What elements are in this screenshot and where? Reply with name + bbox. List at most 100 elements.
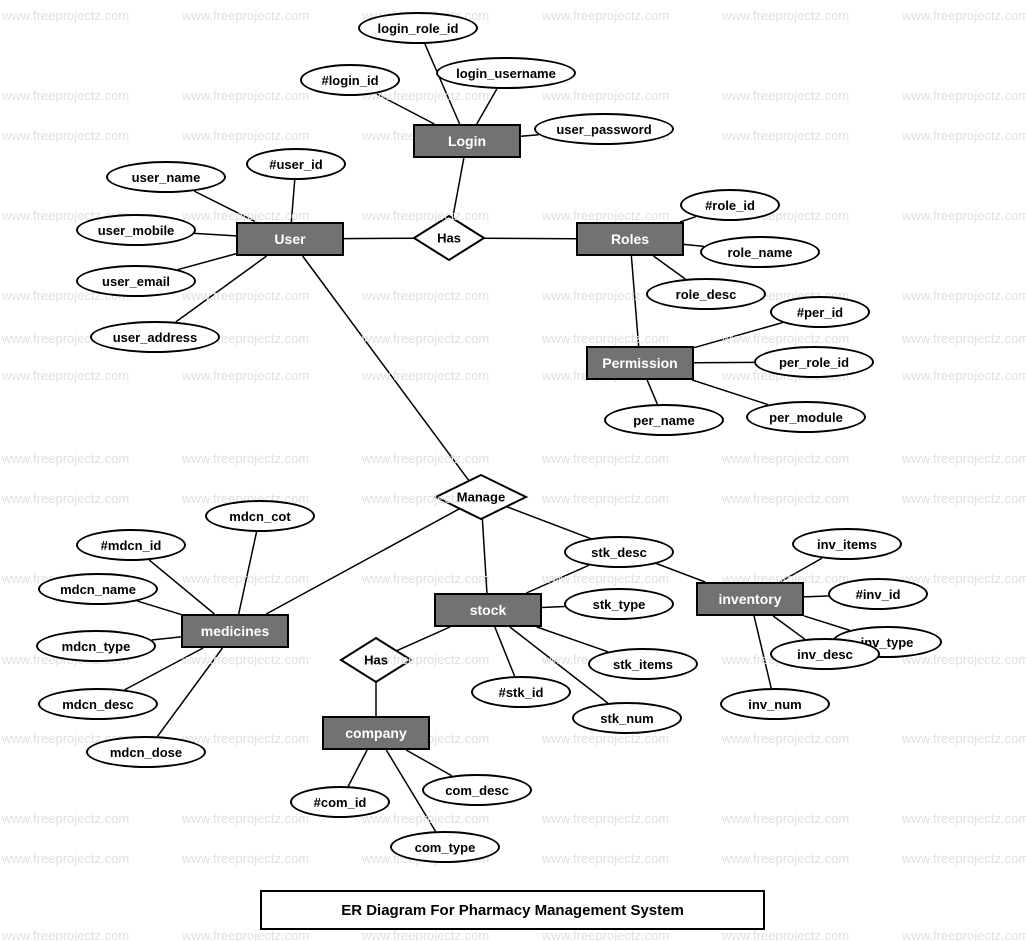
edge-login-login_username [477,89,497,124]
watermark: www.freeprojectz.com [2,491,129,506]
edge-user-user_email [178,254,236,270]
attr-label: stk_num [600,711,653,726]
watermark: www.freeprojectz.com [182,8,309,23]
attr-label: mdcn_dose [110,745,182,760]
attr-com_id: #com_id [290,786,390,818]
entity-inventory: inventory [696,582,804,616]
watermark: www.freeprojectz.com [722,8,849,23]
attr-label: #com_id [314,795,367,810]
watermark: www.freeprojectz.com [362,208,489,223]
watermark: www.freeprojectz.com [722,451,849,466]
edge-user-user_name [194,191,256,222]
entity-permission: Permission [586,346,694,380]
watermark: www.freeprojectz.com [362,571,489,586]
attr-inv_desc: inv_desc [770,638,880,670]
watermark: www.freeprojectz.com [902,451,1026,466]
attr-label: user_email [102,274,170,289]
watermark: www.freeprojectz.com [722,811,849,826]
attr-label: per_name [633,413,694,428]
attr-label: mdcn_name [60,582,136,597]
watermark: www.freeprojectz.com [2,128,129,143]
attr-label: #stk_id [499,685,544,700]
attr-label: mdcn_type [62,639,131,654]
watermark: www.freeprojectz.com [362,368,489,383]
attr-com_type: com_type [390,831,500,863]
entity-label: Permission [602,355,677,371]
edge-inventory-inv_type [804,616,850,630]
diagram-title: ER Diagram For Pharmacy Management Syste… [260,890,765,930]
watermark: www.freeprojectz.com [542,8,669,23]
entity-label: Login [448,133,486,149]
edge-manage-stock [482,518,487,593]
watermark: www.freeprojectz.com [542,491,669,506]
attr-role_desc: role_desc [646,278,766,310]
attr-label: role_name [727,245,792,260]
edge-roles-role_desc [653,256,685,279]
relationship-label-text: Manage [457,490,505,505]
attr-label: per_role_id [779,355,849,370]
attr-user_address: user_address [90,321,220,353]
edge-login-has_top [453,158,464,218]
attr-label: inv_items [817,537,877,552]
watermark: www.freeprojectz.com [182,288,309,303]
watermark: www.freeprojectz.com [362,451,489,466]
edge-roles-role_name [684,244,704,246]
attr-user_name: user_name [106,161,226,193]
attr-label: com_desc [445,783,509,798]
edge-user-user_address [176,256,267,322]
watermark: www.freeprojectz.com [902,928,1026,941]
entity-medicines: medicines [181,614,289,648]
attr-role_id: #role_id [680,189,780,221]
attr-label: stk_desc [591,545,647,560]
edge-stock-stk_items [537,627,608,652]
watermark: www.freeprojectz.com [542,88,669,103]
attr-label: user_name [132,170,201,185]
edge-medicines-mdcn_dose [158,648,223,736]
er-diagram-canvas: ER Diagram For Pharmacy Management Syste… [0,0,1026,941]
attr-inv_num: inv_num [720,688,830,720]
attr-stk_type: stk_type [564,588,674,620]
edge-permission-per_module [692,380,768,405]
watermark: www.freeprojectz.com [722,128,849,143]
edge-inventory-inv_desc [773,616,805,639]
attr-mdcn_dose: mdcn_dose [86,736,206,768]
edge-stock-stk_type [542,606,565,607]
edge-company-com_id [348,750,367,786]
attr-label: #per_id [797,305,843,320]
entity-label: User [274,231,305,247]
attr-label: com_type [415,840,476,855]
attr-label: stk_type [593,597,646,612]
attr-stk_desc: stk_desc [564,536,674,568]
attr-label: #mdcn_id [101,538,162,553]
attr-mdcn_name: mdcn_name [38,573,158,605]
watermark: www.freeprojectz.com [902,491,1026,506]
watermark: www.freeprojectz.com [182,811,309,826]
attr-label: #login_id [321,73,378,88]
watermark: www.freeprojectz.com [902,208,1026,223]
entity-roles: Roles [576,222,684,256]
edge-login-user_password [521,135,539,137]
watermark: www.freeprojectz.com [542,811,669,826]
attr-per_module: per_module [746,401,866,433]
watermark: www.freeprojectz.com [2,851,129,866]
watermark: www.freeprojectz.com [2,88,129,103]
watermark: www.freeprojectz.com [542,731,669,746]
diagram-title-text: ER Diagram For Pharmacy Management Syste… [341,902,684,919]
edge-user-manage [303,256,469,481]
attr-login_username: login_username [436,57,576,89]
edge-permission-per_id [694,323,783,348]
edge-user-user_mobile [195,233,236,235]
watermark: www.freeprojectz.com [902,331,1026,346]
attr-login_id: #login_id [300,64,400,96]
attr-user_email: user_email [76,265,196,297]
edge-inventory-inv_num [754,616,771,688]
edge-roles-permission [631,256,638,346]
watermark: www.freeprojectz.com [542,208,669,223]
attr-com_desc: com_desc [422,774,532,806]
attr-per_id: #per_id [770,296,870,328]
entity-user: User [236,222,344,256]
watermark: www.freeprojectz.com [542,331,669,346]
attr-mdcn_cot: mdcn_cot [205,500,315,532]
attr-label: per_module [769,410,843,425]
relationship-label-manage: Manage [457,490,505,505]
